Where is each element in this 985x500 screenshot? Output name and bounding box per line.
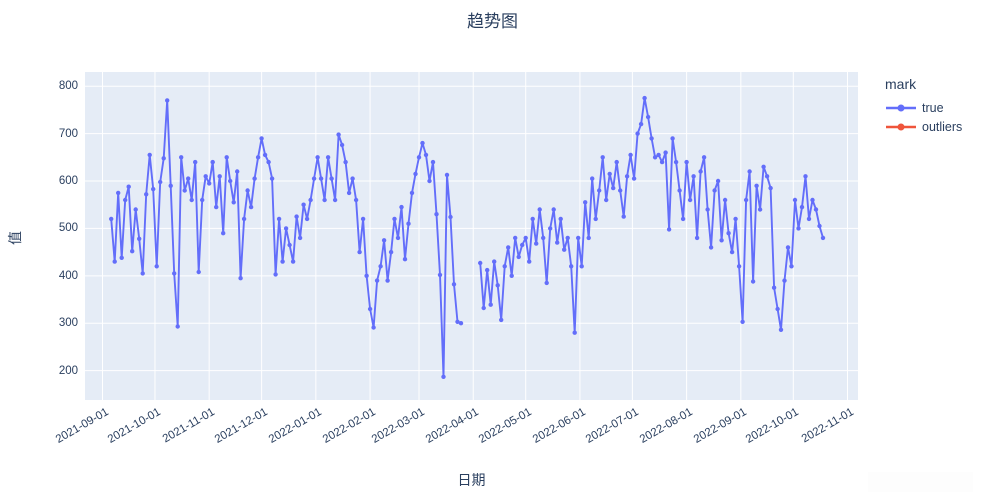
legend-entry-label: true [922, 100, 944, 115]
y-tick-label: 600 [58, 175, 78, 188]
line-marker-swatch-icon [886, 123, 916, 130]
line-marker-swatch-icon [886, 104, 916, 111]
y-tick-label: 300 [58, 317, 78, 330]
y-tick-label: 500 [58, 222, 78, 235]
legend-entry-true[interactable]: true [885, 98, 962, 117]
bottom-right-panel [868, 472, 973, 492]
legend-entry-label: outliers [922, 119, 963, 134]
y-tick-label: 700 [58, 127, 78, 140]
legend-entry-outliers[interactable]: outliers [885, 117, 962, 136]
data-series [109, 95, 826, 379]
gridlines [85, 72, 858, 400]
legend: mark true outliers [885, 76, 962, 136]
y-tick-label: 400 [58, 269, 78, 282]
x-axis-title: 日期 [457, 472, 486, 488]
y-tick-label: 800 [58, 80, 78, 93]
y-tick-label: 200 [58, 364, 78, 377]
chart-title: 趋势图 [467, 12, 518, 31]
y-axis-title: 值 [7, 231, 23, 245]
legend-title: mark [885, 76, 917, 92]
